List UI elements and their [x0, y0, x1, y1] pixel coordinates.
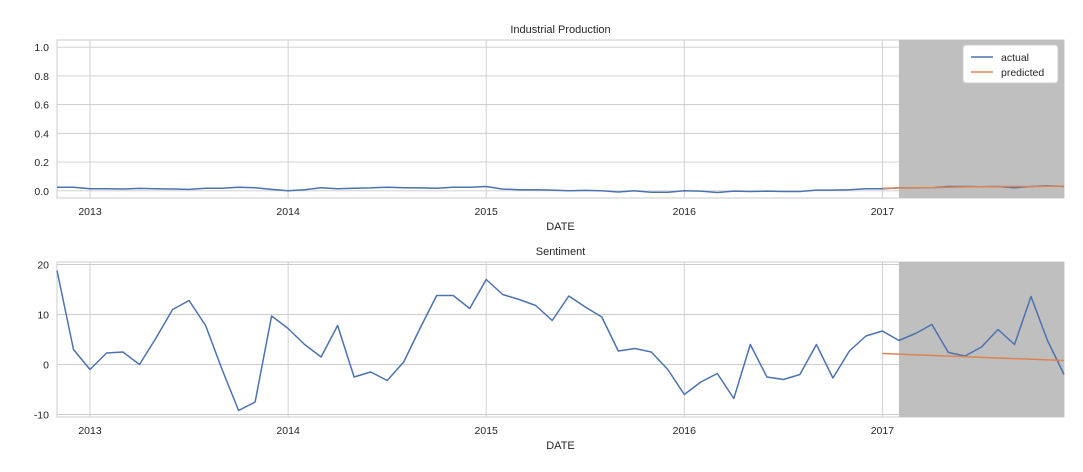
x-tick-label: 2017 — [871, 206, 895, 218]
x-tick-label: 2014 — [276, 206, 300, 218]
y-tick-label: 0.0 — [34, 186, 49, 198]
y-tick-label: 0.2 — [34, 157, 49, 169]
grid — [57, 40, 1064, 198]
x-tick-label: 2016 — [673, 206, 697, 218]
x-tick-labels: 2013 2014 2015 2016 2017 — [78, 425, 894, 437]
x-tick-label: 2016 — [673, 425, 697, 437]
y-tick-label: 20 — [37, 260, 49, 272]
y-tick-labels: 0.0 0.2 0.4 0.6 0.8 1.0 — [34, 42, 49, 198]
x-tick-label: 2015 — [475, 206, 499, 218]
y-tick-label: 0.8 — [34, 71, 49, 83]
legend-label-actual: actual — [1001, 52, 1029, 64]
industrial-production-chart: 0.00.20.40.60.81.0 2013 2014 2015 2016 2017 … — [34, 24, 1065, 233]
series-layer — [57, 185, 1065, 194]
grid — [57, 262, 1064, 417]
x-tick-label: 2013 — [78, 206, 102, 218]
x-tick-labels: 2013 2014 2015 2016 2017 — [78, 206, 894, 218]
x-axis-label: DATE — [546, 221, 575, 233]
series-line-predicted — [882, 352, 1065, 362]
x-tick-label: 2013 — [78, 425, 102, 437]
x-tick-label: 2017 — [871, 425, 895, 437]
series-layer — [56, 270, 1065, 412]
series-line-actual — [56, 270, 1065, 412]
chart-title: Sentiment — [536, 246, 586, 258]
legend-box — [962, 44, 1059, 84]
series-line-predicted — [882, 185, 1065, 190]
y-tick-label: 0.6 — [34, 100, 49, 112]
shaded-region — [898, 262, 1064, 417]
chart-title: Industrial Production — [510, 24, 610, 36]
x-axis-label: DATE — [546, 440, 575, 452]
y-tick-label: 10 — [37, 310, 49, 322]
legend: actual predicted — [962, 44, 1059, 84]
y-tick-label: 0.4 — [34, 128, 49, 140]
y-tick-label: -10 — [34, 410, 49, 422]
plot-area — [56, 39, 1065, 199]
y-tick-labels: -10 0 10 20 — [34, 260, 49, 422]
x-tick-label: 2014 — [276, 425, 300, 437]
y-tick-label: 1.0 — [34, 42, 49, 54]
x-tick-label: 2015 — [475, 425, 499, 437]
legend-label-predicted: predicted — [1001, 67, 1044, 79]
y-tick-label: 0 — [43, 360, 49, 372]
